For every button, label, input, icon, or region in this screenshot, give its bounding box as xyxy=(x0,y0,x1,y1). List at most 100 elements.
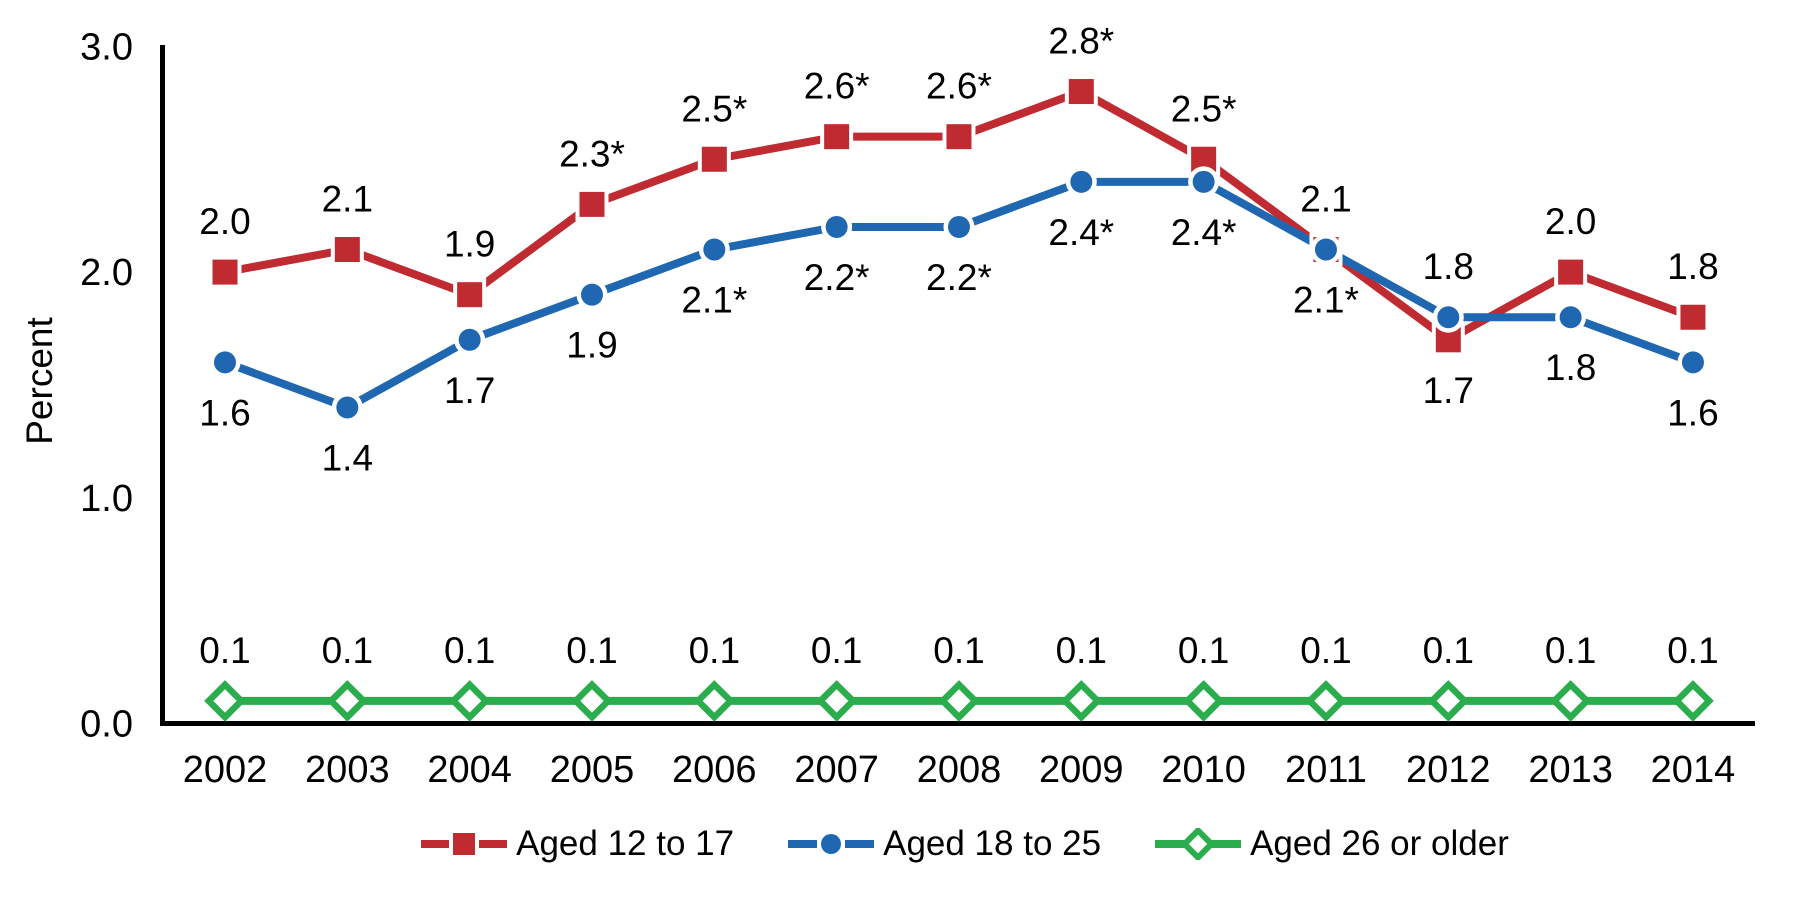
circle-marker xyxy=(214,351,236,374)
x-tick-label: 2012 xyxy=(1406,749,1491,791)
y-tick-label: 2.0 xyxy=(80,252,133,294)
data-label: 0.1 xyxy=(199,630,250,671)
data-label: 2.0 xyxy=(199,201,250,242)
data-label: 2.2* xyxy=(926,257,992,298)
data-label: 0.1 xyxy=(1178,630,1229,671)
y-tick-label: 1.0 xyxy=(80,478,133,520)
y-tick-label: 0.0 xyxy=(80,704,133,746)
x-tick-label: 2014 xyxy=(1651,749,1736,791)
data-label: 1.8 xyxy=(1423,246,1474,287)
data-label: 1.8 xyxy=(1545,347,1596,388)
data-label: 2.2* xyxy=(804,257,870,298)
data-label: 0.1 xyxy=(811,630,862,671)
data-label: 0.1 xyxy=(933,630,984,671)
circle-marker xyxy=(1070,170,1093,193)
chart-generated-content: 0.0 1.0 2.0 3.0 2002 2003 2004 2005 2006 2007 2008… xyxy=(80,21,1755,791)
circle-marker xyxy=(1559,306,1582,329)
x-tick-label: 2005 xyxy=(550,749,635,791)
data-label: 2.4* xyxy=(1171,212,1237,253)
diamond-marker xyxy=(693,680,736,722)
data-label: 2.1* xyxy=(681,280,747,321)
data-label: 0.1 xyxy=(689,630,740,671)
circle-marker xyxy=(825,215,848,238)
legend-label: Aged 12 to 17 xyxy=(516,824,735,863)
square-marker xyxy=(946,124,972,150)
data-label: 0.1 xyxy=(1545,630,1596,671)
legend-marker-green-diamond-icon xyxy=(1155,827,1242,860)
x-tick-label: 2009 xyxy=(1039,749,1124,791)
data-label: 1.9 xyxy=(566,325,617,366)
x-tick-label: 2004 xyxy=(427,749,512,791)
data-label: 2.5* xyxy=(681,88,747,129)
x-tick-label: 2008 xyxy=(917,749,1002,791)
circle-marker xyxy=(703,238,726,261)
legend-marker-blue-circle-icon xyxy=(788,833,875,854)
diamond-marker xyxy=(815,680,858,722)
data-label: 0.1 xyxy=(322,630,373,671)
diamond-marker xyxy=(326,680,369,722)
diamond-marker xyxy=(571,680,613,722)
diamond-marker xyxy=(204,680,246,722)
data-label: 0.1 xyxy=(444,630,495,671)
data-label: 2.6* xyxy=(804,66,870,107)
data-label: 0.1 xyxy=(566,630,617,671)
y-axis-title: Percent xyxy=(19,317,60,445)
circle-marker xyxy=(580,283,603,306)
legend-label: Aged 18 to 25 xyxy=(883,824,1102,863)
data-label: 1.6 xyxy=(199,392,250,433)
square-marker xyxy=(1680,304,1706,330)
legend-item-aged-26-or-older: Aged 26 or older xyxy=(1153,826,1509,861)
data-label: 0.1 xyxy=(1423,630,1474,671)
data-label: 1.9 xyxy=(444,224,495,265)
circle-marker xyxy=(1192,170,1215,193)
square-marker xyxy=(1558,259,1584,285)
data-label: 2.5* xyxy=(1171,88,1237,129)
data-label: 2.1 xyxy=(322,179,373,220)
square-marker xyxy=(579,191,605,217)
legend-label: Aged 26 or older xyxy=(1250,824,1509,863)
x-tick-label: 2010 xyxy=(1161,749,1246,791)
data-label: 1.4 xyxy=(322,438,373,479)
diamond-marker xyxy=(938,680,980,722)
diamond-marker xyxy=(1060,680,1103,722)
data-label: 1.6 xyxy=(1667,392,1718,433)
data-label: 0.1 xyxy=(1056,630,1107,671)
circle-marker xyxy=(1314,238,1337,261)
data-label: 1.7 xyxy=(444,370,495,411)
data-label: 2.1* xyxy=(1293,280,1359,321)
data-label: 0.1 xyxy=(1667,630,1718,671)
data-label: 2.0 xyxy=(1545,201,1596,242)
circle-marker xyxy=(458,328,481,351)
diamond-marker xyxy=(1549,680,1592,722)
square-marker xyxy=(457,282,483,308)
data-label: 2.8* xyxy=(1048,21,1114,62)
legend-item-aged-12-to-17: Aged 12 to 17 xyxy=(419,826,734,861)
circle-marker xyxy=(1437,306,1460,329)
diamond-marker xyxy=(1427,680,1470,722)
data-label: 2.3* xyxy=(559,133,625,174)
x-tick-label: 2013 xyxy=(1528,749,1613,791)
square-marker xyxy=(212,259,238,285)
diamond-marker xyxy=(1305,680,1347,722)
x-tick-label: 2003 xyxy=(305,749,390,791)
diamond-marker xyxy=(1182,680,1225,722)
circle-marker xyxy=(1681,351,1704,374)
diamond-marker xyxy=(1672,680,1714,722)
data-label: 2.4* xyxy=(1048,212,1114,253)
data-label: 2.1 xyxy=(1300,179,1351,220)
x-tick-label: 2007 xyxy=(794,749,879,791)
x-tick-label: 2002 xyxy=(183,749,268,791)
data-label: 1.8 xyxy=(1667,246,1718,287)
square-marker xyxy=(701,146,727,172)
square-marker xyxy=(334,237,360,263)
y-tick-label: 3.0 xyxy=(80,26,133,68)
data-label: 0.1 xyxy=(1300,630,1351,671)
square-marker xyxy=(824,124,850,150)
circle-marker xyxy=(336,396,359,419)
x-tick-label: 2011 xyxy=(1285,749,1367,791)
diamond-marker xyxy=(448,680,491,722)
data-label: 2.6* xyxy=(926,66,992,107)
legend-item-aged-18-to-25: Aged 18 to 25 xyxy=(786,826,1101,861)
